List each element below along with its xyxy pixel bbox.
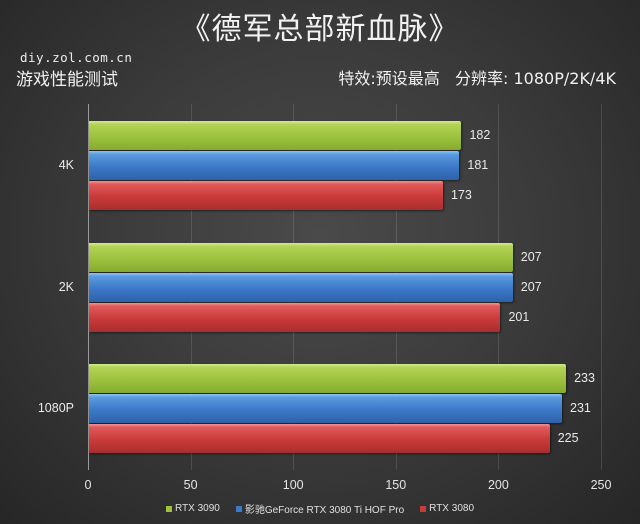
legend-label: 影驰GeForce RTX 3080 Ti HOF Pro xyxy=(244,505,405,516)
bar xyxy=(89,121,462,150)
data-label: 173 xyxy=(450,188,472,202)
data-label: 207 xyxy=(520,279,542,294)
x-tick-label: 150 xyxy=(385,478,407,492)
site-watermark: diy.zol.com.cn xyxy=(20,50,133,65)
legend-label: RTX 3080 xyxy=(429,503,474,514)
legend: RTX 3090 影驰GeForce RTX 3080 Ti HOF Pro RTX… xyxy=(0,501,640,516)
chart-subtitle: 游戏性能测试 xyxy=(16,70,118,90)
bar xyxy=(89,302,501,332)
settings-annotation: 特效:预设最高 分辨率: 1080P/2K/4K xyxy=(338,69,616,88)
category-label: 4K xyxy=(58,158,74,172)
data-label: 233 xyxy=(574,371,595,385)
bar xyxy=(89,364,567,393)
x-tick-label: 100 xyxy=(282,478,304,492)
legend-label: RTX 3090 xyxy=(175,503,220,514)
legend-item: 影驰GeForce RTX 3080 Ti HOF Pro xyxy=(235,501,405,516)
plot-area: 182 181 173 207 207 201 233 231 225 xyxy=(88,104,608,470)
legend-item: RTX 3090 xyxy=(166,501,220,516)
bar xyxy=(89,424,550,453)
legend-swatch-icon xyxy=(420,505,427,512)
data-label: 201 xyxy=(508,309,530,324)
bar xyxy=(89,242,513,272)
category-label: 1080P xyxy=(37,401,74,415)
data-label: 207 xyxy=(520,249,542,264)
bar xyxy=(89,151,460,180)
x-tick-label: 50 xyxy=(183,478,198,492)
data-label: 182 xyxy=(469,128,491,142)
data-label: 225 xyxy=(557,431,579,445)
data-label: 231 xyxy=(570,401,591,415)
x-tick-label: 250 xyxy=(590,478,612,492)
category-label: 2K xyxy=(58,279,74,294)
chart-title: 《德军总部新血脉》 xyxy=(180,12,460,47)
legend-swatch-icon xyxy=(235,505,242,512)
bar xyxy=(89,272,513,302)
x-tick-label: 200 xyxy=(487,478,509,492)
x-tick-label: 0 xyxy=(84,478,92,492)
bar xyxy=(89,181,443,210)
gridline xyxy=(601,104,602,470)
legend-item: RTX 3080 xyxy=(420,501,474,516)
data-label: 181 xyxy=(467,158,489,172)
y-axis-line xyxy=(88,104,89,470)
legend-swatch-icon xyxy=(166,505,172,512)
bar xyxy=(89,394,562,423)
